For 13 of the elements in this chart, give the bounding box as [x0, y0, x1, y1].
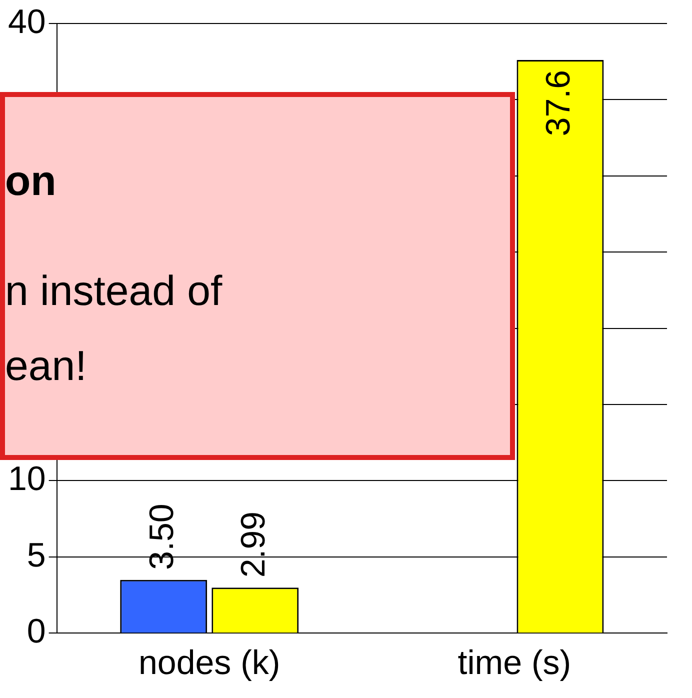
data-label: 3.50: [142, 504, 181, 570]
data-label: 2.99: [234, 511, 272, 578]
y-tick-label: 5: [26, 536, 46, 574]
y-tick-label: 0: [26, 612, 46, 651]
y-tick-label: 10: [8, 460, 46, 498]
data-label: 37.6: [540, 70, 578, 136]
text: on: [5, 157, 56, 205]
annotation: n instead of: [5, 267, 222, 315]
x-tick-label: nodes (k): [138, 644, 280, 682]
x-tick-label: time (s): [458, 644, 572, 682]
annotation: ean!: [5, 342, 87, 390]
callout-box: on n instead of ean!: [0, 92, 515, 460]
y-tick-label: 40: [8, 2, 46, 41]
